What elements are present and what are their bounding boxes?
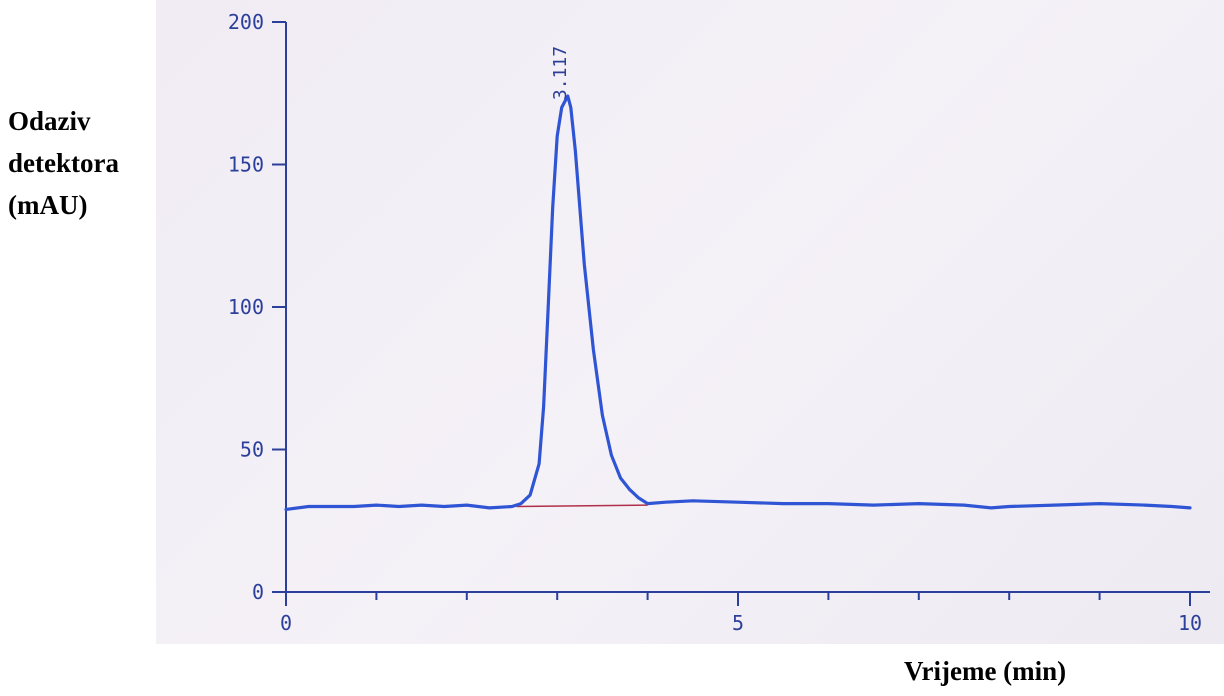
x-tick-label: 0 — [280, 611, 292, 635]
y-tick-label: 200 — [228, 10, 264, 34]
y-axis-label-line-3: (mAU) — [8, 190, 88, 220]
y-tick-label: 150 — [228, 153, 264, 177]
x-tick-label: 10 — [1178, 611, 1202, 635]
y-axis-label-line-2: detektora — [8, 148, 119, 178]
chart-baseline — [516, 504, 648, 508]
chart-ticks: 0 50 100 150 200 0 5 10 — [228, 10, 1202, 635]
y-axis-label-line-1: Odaziv — [8, 106, 91, 136]
chart-background — [156, 0, 1224, 644]
y-tick-label: 50 — [240, 438, 264, 462]
y-tick-label: 100 — [228, 295, 264, 319]
y-axis-label: Odaziv detektora (mAU) — [8, 100, 158, 226]
x-axis-label: Vrijeme (min) — [904, 656, 1067, 686]
x-tick-label: 5 — [732, 611, 744, 635]
chart-trace — [284, 94, 1192, 511]
y-tick-label: 0 — [252, 580, 264, 604]
integration-baseline — [516, 504, 648, 508]
chart-annotations: 3.117 — [550, 46, 571, 100]
chart-axes — [272, 22, 1210, 606]
chromatogram-trace — [284, 94, 1192, 511]
peak-retention-label: 3.117 — [550, 46, 571, 100]
